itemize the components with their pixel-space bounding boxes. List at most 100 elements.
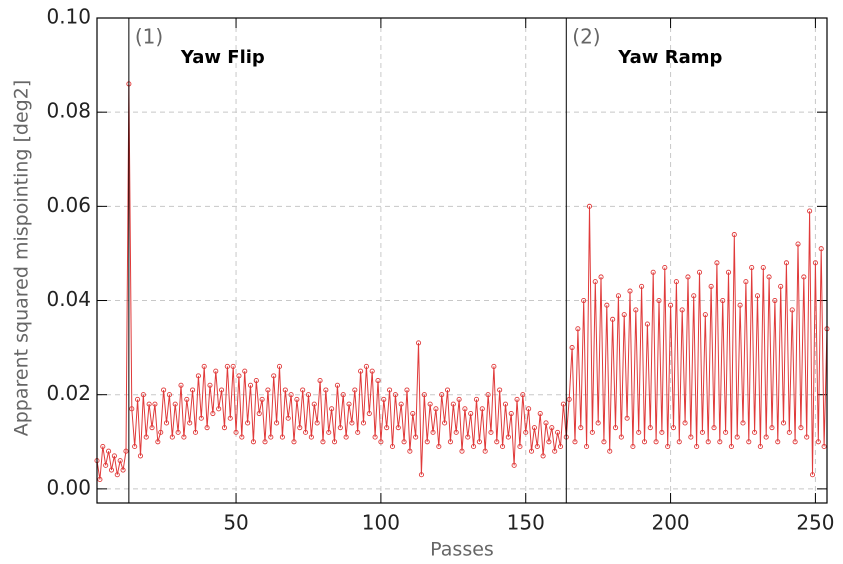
data-point xyxy=(297,425,303,431)
data-point xyxy=(639,283,645,289)
data-point xyxy=(163,420,170,426)
data-point xyxy=(135,396,141,402)
data-point xyxy=(346,401,352,407)
data-point xyxy=(717,439,723,445)
data-point xyxy=(166,392,172,398)
data-point xyxy=(447,439,453,445)
data-point xyxy=(630,443,636,450)
data-point xyxy=(343,434,349,440)
data-point xyxy=(746,439,752,445)
data-point xyxy=(740,420,746,426)
data-point xyxy=(155,439,161,445)
data-point xyxy=(108,467,115,473)
data-point xyxy=(821,443,827,450)
data-point xyxy=(323,387,329,393)
data-point xyxy=(462,406,468,412)
y-tick-label: 0.00 xyxy=(46,475,91,499)
data-point xyxy=(358,368,364,374)
data-point xyxy=(523,429,529,435)
data-line xyxy=(96,83,828,480)
data-point xyxy=(485,392,491,398)
data-point xyxy=(612,425,619,431)
data-point xyxy=(375,378,381,384)
x-tick-label: 100 xyxy=(362,511,400,535)
data-point xyxy=(329,406,335,412)
data-point xyxy=(696,269,703,275)
y-tick-label: 0.10 xyxy=(46,5,91,29)
data-point xyxy=(262,439,268,445)
data-point xyxy=(291,439,297,445)
data-point xyxy=(401,439,407,445)
data-point xyxy=(259,396,265,402)
data-point xyxy=(288,392,294,398)
data-point xyxy=(442,420,448,426)
data-point xyxy=(772,297,778,304)
data-point xyxy=(688,434,694,440)
data-point xyxy=(650,269,656,275)
data-point xyxy=(812,260,818,266)
data-point xyxy=(230,363,236,369)
data-point xyxy=(207,382,213,388)
data-point xyxy=(734,434,740,440)
data-point xyxy=(549,425,555,431)
data-point xyxy=(546,439,552,445)
data-point xyxy=(491,363,497,369)
data-point xyxy=(430,429,436,435)
data-point xyxy=(337,425,343,431)
y-tick-label: 0.08 xyxy=(46,99,91,123)
data-point xyxy=(508,410,514,417)
data-point xyxy=(760,265,766,271)
data-point xyxy=(303,429,309,435)
data-point xyxy=(685,274,691,280)
data-point xyxy=(610,316,616,322)
data-point xyxy=(723,429,729,435)
data-point xyxy=(366,410,372,417)
data-point xyxy=(743,279,749,285)
data-point xyxy=(276,363,283,369)
data-point xyxy=(111,453,117,459)
data-point xyxy=(636,429,642,435)
data-point xyxy=(308,434,314,440)
data-point xyxy=(598,274,604,280)
data-point xyxy=(534,443,540,450)
data-point xyxy=(97,476,103,483)
data-point xyxy=(656,297,662,304)
data-point xyxy=(575,326,581,332)
data-point xyxy=(372,434,378,440)
data-point xyxy=(381,396,387,402)
data-point xyxy=(778,283,784,289)
data-point xyxy=(210,410,216,417)
data-point xyxy=(618,434,624,440)
y-tick-label: 0.04 xyxy=(46,287,91,311)
data-point xyxy=(540,453,546,459)
data-point xyxy=(331,439,338,445)
data-point xyxy=(670,425,677,431)
data-point xyxy=(528,448,535,454)
data-point xyxy=(673,279,679,285)
data-point xyxy=(792,439,798,445)
data-point xyxy=(187,420,193,426)
data-point xyxy=(725,269,732,275)
data-point xyxy=(621,312,627,318)
plot-frame xyxy=(96,17,828,504)
data-point xyxy=(749,265,755,271)
data-point xyxy=(227,415,233,421)
data-point xyxy=(775,439,781,445)
data-point xyxy=(668,302,674,308)
data-point xyxy=(137,453,144,459)
data-point xyxy=(418,472,424,478)
data-point xyxy=(213,368,219,374)
data-point xyxy=(789,307,795,313)
data-point xyxy=(245,420,251,426)
data-point xyxy=(500,443,506,450)
data-point xyxy=(552,448,558,454)
data-point xyxy=(584,443,590,450)
data-point xyxy=(175,429,181,435)
data-point xyxy=(114,472,120,478)
data-point xyxy=(256,410,262,417)
data-point xyxy=(465,434,471,440)
data-point xyxy=(271,373,277,379)
data-point xyxy=(699,429,705,435)
data-point xyxy=(476,439,482,445)
data-point xyxy=(572,439,578,445)
